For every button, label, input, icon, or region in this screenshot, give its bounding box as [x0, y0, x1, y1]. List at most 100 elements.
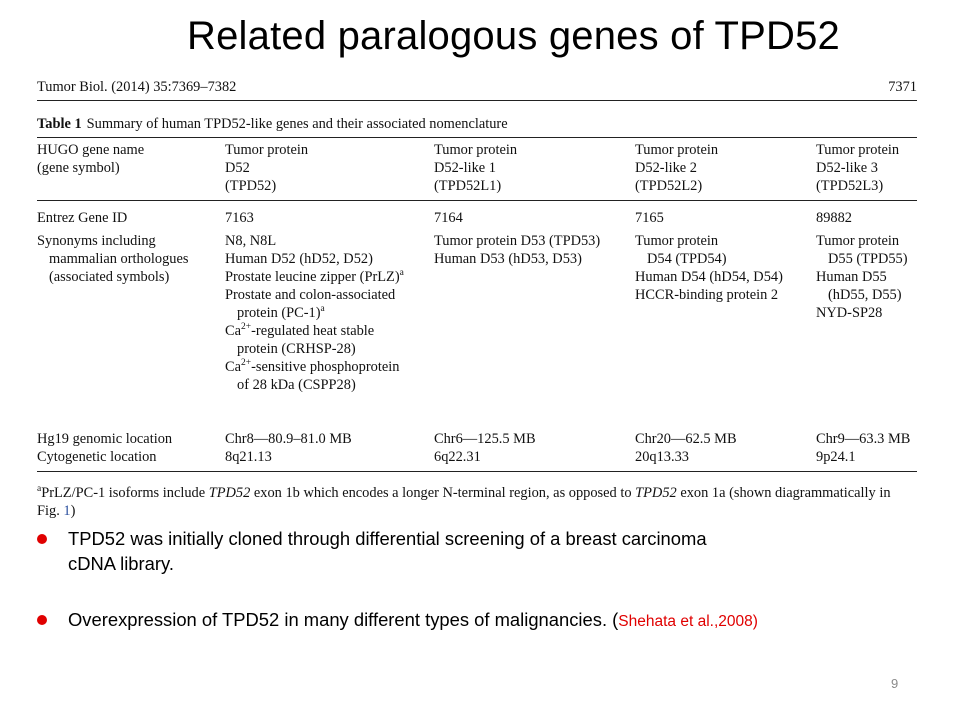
table-row-cytogenetic: Cytogenetic location 8q21.13 6q22.31 20q… [37, 448, 917, 466]
header-rule [37, 100, 917, 101]
journal-citation: Tumor Biol. (2014) 35:7369–7382 [37, 79, 237, 95]
table-caption-label: Table 1 [37, 116, 82, 132]
table-caption-text: Summary of human TPD52-like genes and th… [86, 116, 508, 132]
gene-name-line: Tumor protein [816, 142, 900, 158]
paper-excerpt: Tumor Biol. (2014) 35:7369–7382 7371 Tab… [37, 78, 917, 520]
synonym-text: -regulated heat stable [251, 323, 375, 339]
gene-symbol: (TPD52L2) [635, 178, 703, 194]
journal-page: 7371 [888, 79, 917, 95]
gene-name-line: D52-like 1 [434, 160, 496, 176]
footnote-text: ) [70, 503, 76, 519]
ion-charge: 2+ [241, 322, 252, 333]
gene-symbol: (TPD52L3) [816, 178, 884, 194]
table-footnote: aPrLZ/PC-1 isoforms include TPD52 exon 1… [37, 484, 917, 520]
synonym-line: (hD55, D55) [828, 287, 902, 303]
gene-name-line: Tumor protein [225, 142, 309, 158]
table-header-rule [37, 200, 917, 201]
footnote-mark: a [320, 304, 325, 315]
gene-name-line: Tumor protein [635, 142, 719, 158]
citation: Shehata et al.,2008) [618, 613, 758, 630]
synonym-line: Tumor protein [816, 233, 900, 249]
header-gene-tpd52l2: Tumor protein D52-like 2 (TPD52L2) [635, 141, 718, 195]
synonym-line: N8, N8L [225, 233, 277, 249]
synonym-text: Prostate leucine zipper (PrLZ) [225, 269, 400, 285]
table-header-row: HUGO gene name (gene symbol) Tumor prote… [37, 141, 917, 195]
synonym-line: of 28 kDa (CSPP28) [237, 377, 356, 393]
synonym-line: Human D55 [816, 269, 887, 285]
row-label: Entrez Gene ID [37, 210, 128, 226]
bullet-item: TPD52 was initially cloned through diffe… [37, 526, 707, 576]
row-label-line: (associated symbols) [49, 269, 170, 285]
synonym-line: D55 (TPD55) [828, 251, 908, 267]
synonym-text: -sensitive phosphoprotein [251, 359, 400, 375]
synonym-line: D54 (TPD54) [647, 251, 727, 267]
gene-name-line: Tumor protein [434, 142, 518, 158]
synonym-line: Ca2+-sensitive phosphoprotein [225, 358, 404, 376]
gene-symbol: TPD52 [208, 485, 251, 501]
page-number: 9 [891, 676, 899, 691]
table-row-synonyms: Synonyms including mammalian orthologues… [37, 232, 917, 430]
synonym-line: NYD-SP28 [816, 305, 883, 321]
table-cell: 7164 [434, 210, 463, 226]
gene-symbol: TPD52 [635, 485, 677, 501]
synonym-line: protein (PC-1)a [225, 304, 404, 322]
gene-name-line: D52-like 3 [816, 160, 878, 176]
bullet-dot-icon [37, 615, 47, 625]
row-label: Hg19 genomic location [37, 431, 173, 447]
table-bottom-rule [37, 471, 917, 472]
table-row-entrez: Entrez Gene ID 7163 7164 7165 89882 [37, 209, 917, 227]
synonym-line: Prostate and colon-associated [225, 287, 396, 303]
synonym-line: Tumor protein D53 (TPD53) [434, 233, 601, 249]
header-gene-tpd52l3: Tumor protein D52-like 3 (TPD52L3) [816, 141, 899, 195]
bullet-text: Overexpression of TPD52 in many differen… [68, 607, 758, 634]
synonym-line: Prostate leucine zipper (PrLZ)a [225, 268, 404, 286]
table-cell: 6q22.31 [434, 449, 481, 465]
synonym-text: Ca [225, 359, 241, 375]
synonym-line: HCCR-binding protein 2 [635, 287, 779, 303]
synonyms-tpd52l3: Tumor protein D55 (TPD55) Human D55 (hD5… [816, 232, 908, 322]
synonyms-tpd52l2: Tumor protein D54 (TPD54) Human D54 (hD5… [635, 232, 783, 304]
ion-charge: 2+ [241, 358, 252, 369]
row-label: Cytogenetic location [37, 449, 157, 465]
footnote-text: Fig. [37, 503, 60, 519]
bullet-item: Overexpression of TPD52 in many differen… [37, 607, 758, 634]
synonym-line: Human D54 (hD54, D54) [635, 269, 783, 285]
synonym-line: protein (CRHSP-28) [237, 341, 356, 357]
header-label: HUGO gene name (gene symbol) [37, 141, 144, 177]
journal-header: Tumor Biol. (2014) 35:7369–7382 7371 [37, 78, 917, 96]
table-caption: Table 1 Summary of human TPD52-like genes… [37, 115, 917, 133]
bullet-dot-icon [37, 534, 47, 544]
header-label-line: (gene symbol) [37, 160, 120, 176]
header-gene-tpd52: Tumor protein D52 (TPD52) [225, 141, 308, 195]
gene-symbol: (TPD52L1) [434, 178, 502, 194]
synonym-line: Human D53 (hD53, D53) [434, 251, 582, 267]
bullet-text: cDNA library. [68, 553, 174, 574]
figure-link[interactable]: 1 [63, 503, 71, 519]
row-label-line: Synonyms including [37, 233, 156, 249]
table-cell: Chr8—80.9–81.0 MB [225, 431, 352, 447]
table-cell: Chr6—125.5 MB [434, 431, 536, 447]
synonym-line: Human D52 (hD52, D52) [225, 251, 373, 267]
table-top-rule [37, 137, 917, 138]
footnote-text: exon 1a (shown diagrammatically in [676, 485, 891, 501]
synonym-text: protein (PC-1) [237, 305, 321, 321]
table-cell: Chr9—63.3 MB [816, 431, 911, 447]
table-cell: 8q21.13 [225, 449, 272, 465]
row-label-line: mammalian orthologues [49, 251, 189, 267]
slide-title: Related paralogous genes of TPD52 [187, 14, 840, 58]
synonym-line: Ca2+-regulated heat stable [225, 322, 404, 340]
synonym-line: Tumor protein [635, 233, 719, 249]
synonym-text: Ca [225, 323, 241, 339]
table-cell: 9p24.1 [816, 449, 856, 465]
synonyms-tpd52: N8, N8L Human D52 (hD52, D52) Prostate l… [225, 232, 404, 394]
table-cell: 89882 [816, 210, 852, 226]
row-label: Synonyms including mammalian orthologues… [37, 232, 188, 286]
footnote-mark: a [399, 268, 404, 279]
gene-symbol: (TPD52) [225, 178, 277, 194]
table-cell: Chr20—62.5 MB [635, 431, 737, 447]
table-cell: 20q13.33 [635, 449, 689, 465]
table-cell: 7165 [635, 210, 664, 226]
bullet-text-main: Overexpression of TPD52 in many differen… [68, 609, 619, 630]
table-row-hg19: Hg19 genomic location Chr8—80.9–81.0 MB … [37, 430, 917, 448]
table-cell: 7163 [225, 210, 254, 226]
